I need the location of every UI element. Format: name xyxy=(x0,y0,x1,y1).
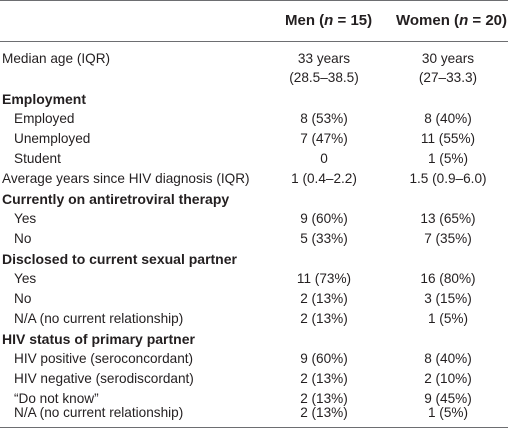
row-label: HIV positive (seroconcordant) xyxy=(14,351,194,366)
table-row: HIV negative (serodiscordant) 2 (13%) 2 … xyxy=(0,371,508,391)
women-header-prefix: Women ( xyxy=(396,12,460,29)
men-value: 8 (53%) xyxy=(300,111,348,126)
men-value: 33 years xyxy=(297,51,351,66)
row-label: N/A (no current relationship) xyxy=(14,311,184,326)
table-row: (28.5–38.5) (27–33.3) xyxy=(0,70,508,90)
row-label: Median age (IQR) xyxy=(2,51,111,66)
women-value: 3 (15%) xyxy=(424,291,472,306)
table-row: Yes 9 (60%) 13 (65%) xyxy=(0,211,508,231)
men-value: 1 (0.4–2.2) xyxy=(291,171,357,186)
men-value: 2 (13%) xyxy=(300,311,348,326)
women-header-n: n xyxy=(459,12,469,29)
men-header-suffix: = 15) xyxy=(333,12,373,29)
men-value: 0 xyxy=(320,151,328,166)
table-row: N/A (no current relationship) 2 (13%) 1 … xyxy=(0,311,508,331)
women-value: (27–33.3) xyxy=(418,70,478,85)
row-label: Employed xyxy=(14,111,75,126)
table-row: Median age (IQR) 33 years 30 years xyxy=(0,51,508,71)
section-header: Employment xyxy=(0,91,508,111)
table-row: Employed 8 (53%) 8 (40%) xyxy=(0,111,508,131)
table-row: Average years since HIV diagnosis (IQR) … xyxy=(0,171,508,191)
table-row: Yes 11 (73%) 16 (80%) xyxy=(0,271,508,291)
women-value: 7 (35%) xyxy=(424,231,472,246)
section-header: Currently on antiretroviral therapy xyxy=(0,191,508,211)
table-row: No 2 (13%) 3 (15%) xyxy=(0,291,508,311)
women-value: 1.5 (0.9–6.0) xyxy=(409,171,487,186)
women-header-suffix: = 20) xyxy=(468,12,508,29)
table-row: No 5 (33%) 7 (35%) xyxy=(0,231,508,251)
women-value: 2 (10%) xyxy=(424,371,472,386)
women-value: 16 (80%) xyxy=(420,271,476,286)
table-row: Unemployed 7 (47%) 11 (55%) xyxy=(0,131,508,151)
men-value: 9 (60%) xyxy=(300,351,348,366)
men-value: 2 (13%) xyxy=(300,371,348,386)
column-header-women: Women (n = 20) xyxy=(396,12,507,29)
men-value: 7 (47%) xyxy=(300,131,348,146)
women-value: 1 (5%) xyxy=(427,311,469,326)
section-header: Disclosed to current sexual partner xyxy=(0,251,508,271)
men-value: 5 (33%) xyxy=(300,231,348,246)
row-label: Yes xyxy=(14,211,37,226)
men-value: 2 (13%) xyxy=(300,291,348,306)
women-value: 8 (40%) xyxy=(424,111,472,126)
table-row: “Do not know” 2 (13%) 9 (45%) xyxy=(0,391,508,411)
row-label: Student xyxy=(14,151,61,166)
men-value: 9 (60%) xyxy=(300,211,348,226)
row-label: No xyxy=(14,231,32,246)
table-row: HIV positive (seroconcordant) 9 (60%) 8 … xyxy=(0,351,508,371)
men-value: 2 (13%) xyxy=(300,405,348,420)
men-header-n: n xyxy=(324,12,334,29)
row-label: No xyxy=(14,291,32,306)
row-label: N/A (no current relationship) xyxy=(14,405,184,420)
women-value: 8 (40%) xyxy=(424,351,472,366)
section-header: HIV status of primary partner xyxy=(0,331,508,351)
section-label: HIV status of primary partner xyxy=(2,331,195,347)
section-label: Disclosed to current sexual partner xyxy=(2,251,237,267)
men-header-prefix: Men ( xyxy=(285,12,325,29)
section-label: Employment xyxy=(2,91,87,107)
men-value: 2 (13%) xyxy=(300,391,348,406)
section-label: Currently on antiretroviral therapy xyxy=(2,191,230,207)
men-value: 11 (73%) xyxy=(296,271,352,286)
table-row: Student 0 1 (5%) xyxy=(0,151,508,171)
women-value: 13 (65%) xyxy=(420,211,476,226)
row-label: HIV negative (serodiscordant) xyxy=(14,371,194,386)
women-value: 9 (45%) xyxy=(424,391,472,406)
women-value: 1 (5%) xyxy=(427,405,469,420)
table-row: N/A (no current relationship) 2 (13%) 1 … xyxy=(0,405,508,425)
row-label: Average years since HIV diagnosis (IQR) xyxy=(2,171,250,186)
women-value: 30 years xyxy=(421,51,475,66)
row-label: “Do not know” xyxy=(14,391,99,406)
women-value: 11 (55%) xyxy=(420,131,476,146)
table-bottom-rule xyxy=(0,427,508,428)
column-header-men: Men (n = 15) xyxy=(285,12,372,29)
table-top-rule xyxy=(0,0,508,1)
row-label: Unemployed xyxy=(14,131,91,146)
header-rule xyxy=(0,41,508,42)
women-value: 1 (5%) xyxy=(427,151,469,166)
men-value: (28.5–38.5) xyxy=(289,70,359,85)
row-label: Yes xyxy=(14,271,37,286)
